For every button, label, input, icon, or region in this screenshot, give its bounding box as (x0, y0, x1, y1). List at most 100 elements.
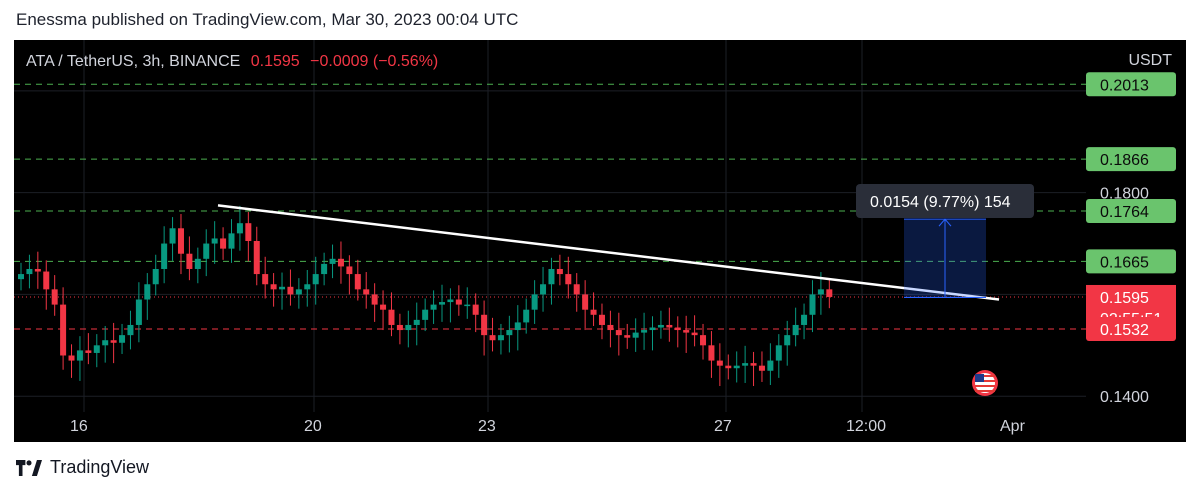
candle[interactable] (598, 314, 605, 325)
candle[interactable] (674, 327, 681, 331)
candle[interactable] (548, 268, 555, 285)
candle[interactable] (700, 335, 707, 346)
candle[interactable] (34, 268, 41, 272)
candle[interactable] (472, 304, 479, 315)
candle[interactable] (127, 324, 134, 336)
candle[interactable] (758, 365, 765, 371)
candle[interactable] (439, 302, 445, 305)
candle[interactable] (683, 330, 690, 333)
candle[interactable] (556, 268, 563, 275)
tradingview-footer[interactable]: TradingView (16, 457, 149, 478)
candle[interactable] (363, 289, 370, 295)
candle[interactable] (262, 274, 269, 285)
candle[interactable] (607, 324, 614, 331)
candle[interactable] (144, 284, 151, 300)
candle[interactable] (649, 327, 656, 331)
candle[interactable] (750, 363, 757, 366)
price-chart[interactable]: 0.0154 (9.77%) 154 0.1800 0.1400 0.2013 0.18… (14, 40, 1186, 442)
candle[interactable] (826, 289, 833, 297)
candle[interactable] (413, 319, 420, 325)
candle[interactable] (169, 228, 176, 244)
candle[interactable] (531, 294, 538, 310)
candle[interactable] (93, 345, 100, 353)
candle[interactable] (792, 324, 799, 336)
candle[interactable] (708, 345, 715, 361)
candle[interactable] (60, 304, 67, 356)
candle[interactable] (615, 330, 622, 336)
candle[interactable] (337, 258, 344, 267)
candle[interactable] (464, 304, 471, 307)
candle[interactable] (481, 314, 488, 336)
candle[interactable] (716, 360, 723, 366)
candle[interactable] (321, 263, 328, 275)
candle[interactable] (430, 304, 437, 310)
candle[interactable] (540, 284, 547, 295)
candle[interactable] (380, 304, 387, 310)
candle[interactable] (26, 268, 33, 275)
candle[interactable] (253, 241, 260, 275)
candle[interactable] (455, 299, 462, 305)
candle[interactable] (18, 274, 24, 280)
candle[interactable] (582, 294, 589, 310)
candle[interactable] (809, 294, 816, 315)
candle[interactable] (775, 345, 782, 361)
candle[interactable] (742, 363, 749, 366)
candle[interactable] (135, 299, 142, 325)
candle[interactable] (657, 324, 664, 328)
candle[interactable] (312, 274, 319, 285)
candle[interactable] (161, 243, 168, 269)
candle[interactable] (666, 324, 673, 328)
candle[interactable] (817, 289, 824, 295)
candle[interactable] (354, 274, 361, 290)
candle[interactable] (447, 299, 454, 303)
chart-canvas[interactable]: 0.0154 (9.77%) 154 0.1800 0.1400 0.2013 0.18… (14, 40, 1186, 442)
candle[interactable] (641, 330, 648, 333)
candle[interactable] (624, 335, 631, 338)
candle[interactable] (177, 228, 184, 254)
symbol-legend[interactable]: ATA / TetherUS, 3h, BINANCE 0.1595 −0.00… (26, 53, 438, 71)
candle[interactable] (523, 309, 530, 323)
candle[interactable] (228, 233, 235, 249)
candle[interactable] (573, 284, 580, 295)
candle[interactable] (565, 274, 572, 285)
candle[interactable] (346, 266, 353, 275)
candle[interactable] (590, 309, 597, 315)
candle[interactable] (43, 271, 50, 290)
candle[interactable] (102, 340, 109, 346)
candle[interactable] (270, 284, 277, 290)
candle[interactable] (287, 286, 294, 295)
candle[interactable] (422, 309, 429, 320)
candle[interactable] (784, 335, 791, 346)
candle[interactable] (119, 335, 126, 343)
candle[interactable] (110, 340, 117, 343)
candle[interactable] (279, 286, 286, 290)
candle[interactable] (632, 332, 639, 338)
candle[interactable] (489, 335, 496, 341)
candle[interactable] (725, 365, 732, 369)
candle[interactable] (295, 289, 302, 295)
candle[interactable] (371, 294, 378, 305)
candle[interactable] (236, 223, 243, 234)
candle[interactable] (85, 350, 92, 353)
candle[interactable] (329, 258, 336, 264)
candle[interactable] (506, 330, 513, 336)
candle[interactable] (733, 365, 740, 369)
candle[interactable] (152, 268, 159, 285)
candle[interactable] (691, 332, 698, 336)
candle[interactable] (51, 289, 58, 305)
candle[interactable] (245, 223, 252, 241)
candle[interactable] (194, 258, 201, 269)
candle[interactable] (801, 314, 808, 325)
candle[interactable] (211, 238, 218, 244)
candle[interactable] (767, 360, 774, 371)
candle[interactable] (405, 324, 412, 331)
candle[interactable] (76, 350, 83, 361)
candle[interactable] (220, 238, 227, 249)
candle[interactable] (203, 243, 210, 259)
candle[interactable] (186, 253, 193, 269)
trend-line[interactable] (217, 204, 1000, 301)
candle[interactable] (388, 309, 395, 325)
candle[interactable] (304, 284, 311, 290)
candle[interactable] (514, 322, 521, 331)
candle[interactable] (396, 324, 403, 331)
